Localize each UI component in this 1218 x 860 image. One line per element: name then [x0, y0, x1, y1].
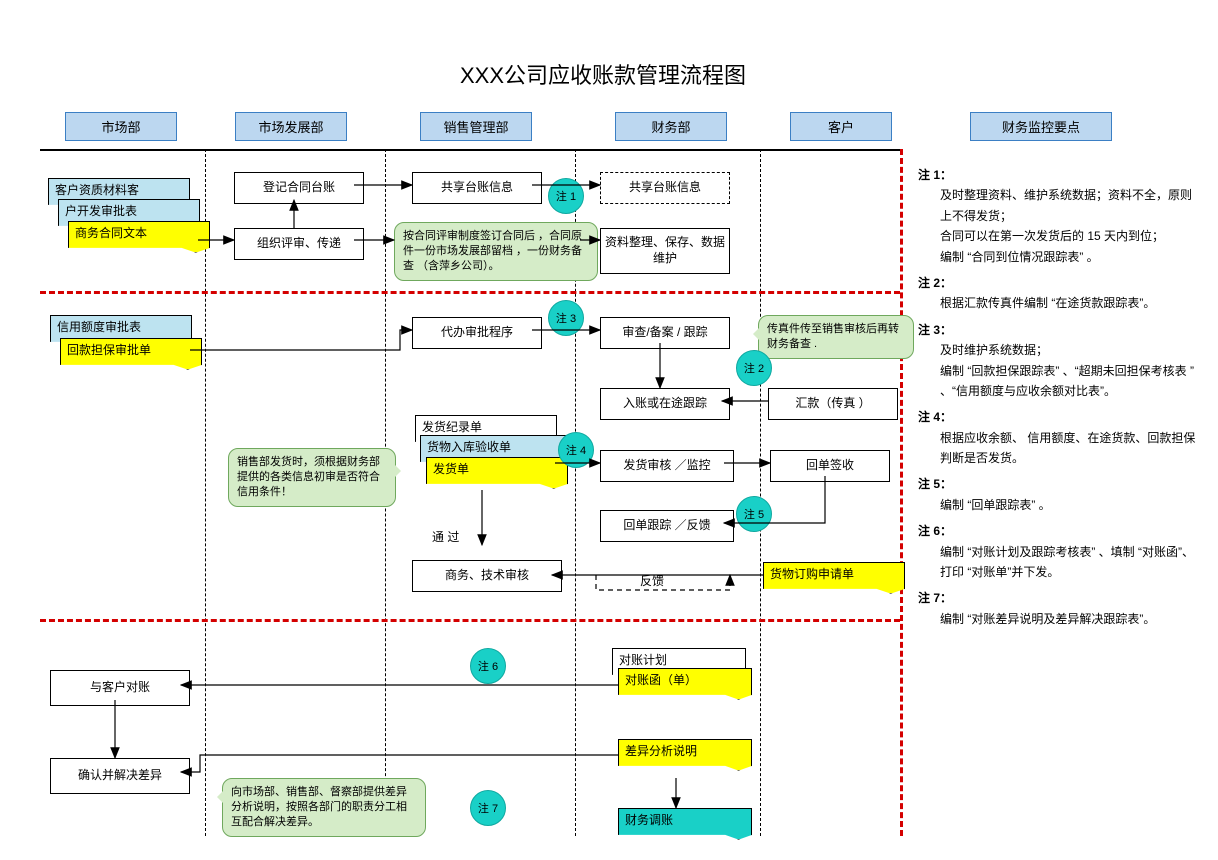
box-b9: 汇款（传真 ） — [768, 388, 898, 420]
note-hd-5: 注 6： — [918, 521, 1198, 541]
note-hd-1: 注 2： — [918, 273, 1198, 293]
note-body-0: 及时整理资料、维护系统数据；资料不全，原则上不得发货；合同可以在第一次发货后的 … — [918, 185, 1198, 267]
flowchart-canvas: XXX公司应收账款管理流程图市场部 市场发展部 销售管理部 财务部 客户 财务监控要点登记… — [0, 0, 1218, 860]
edge-6 — [190, 330, 412, 350]
box-b5: 资料整理、保存、数据维护 — [600, 228, 730, 274]
red-h-1 — [40, 619, 900, 622]
notes-column: 注 1：及时整理资料、维护系统数据；资料不全，原则上不得发货；合同可以在第一次发… — [918, 165, 1198, 635]
doc-d12: 差异分析说明 — [618, 739, 752, 771]
note-hd-3: 注 4： — [918, 407, 1198, 427]
callout-c2: 传真件传至销售审核后再转财务备查 . — [758, 315, 914, 359]
badge-n3: 注 3 — [548, 300, 584, 336]
swim-header-h3: 销售管理部 — [420, 112, 532, 141]
doc-d8: 发货单 — [426, 457, 568, 489]
lane-sep-0 — [205, 149, 206, 836]
box-b14: 与客户对账 — [50, 670, 190, 706]
note-hd-2: 注 3： — [918, 320, 1198, 340]
note-body-3: 根据应收余额、 信用额度、在途货款、回款担保判断是否发货。 — [918, 428, 1198, 469]
doc-d9: 货物订购申请单 — [763, 562, 905, 594]
callout-c3: 销售部发货时，须根据财务部提供的各类信息初审是否符合信用条件！ — [228, 448, 396, 507]
note-body-2: 及时维护系统数据；编制 “回款担保跟踪表” 、“超期未回担保考核表 ” 、“信用… — [918, 340, 1198, 401]
callout-c4: 向市场部、销售部、督察部提供差异分析说明，按照各部门的职责分工相互配合解决差异。 — [222, 778, 426, 837]
doc-d5: 回款担保审批单 — [60, 338, 202, 370]
badge-n1: 注 1 — [548, 178, 584, 214]
box-b3: 共享台账信息 — [600, 172, 730, 204]
note-body-6: 编制 “对账差异说明及差异解决跟踪表”。 — [918, 609, 1198, 629]
box-b1: 登记合同台账 — [234, 172, 364, 204]
box-b4: 组织评审、传递 — [234, 228, 364, 260]
box-b2: 共享台账信息 — [412, 172, 542, 204]
edge-18 — [181, 755, 618, 772]
box-b15: 确认并解决差异 — [50, 758, 190, 794]
box-b6: 代办审批程序 — [412, 317, 542, 349]
note-hd-6: 注 7： — [918, 588, 1198, 608]
note-body-5: 编制 “对账计划及跟踪考核表” 、填制 “对账函”、打印 “对账单”并下发。 — [918, 542, 1198, 583]
badge-n7: 注 7 — [470, 790, 506, 826]
header-rule — [40, 149, 900, 151]
box-b10: 发货审核 ／监控 — [600, 450, 734, 482]
text-t2: 反馈 — [640, 572, 664, 589]
swim-header-h5: 客户 — [790, 112, 892, 141]
swim-header-h4: 财务部 — [615, 112, 727, 141]
swim-header-h6: 财务监控要点 — [970, 112, 1112, 141]
note-body-4: 编制 “回单跟踪表” 。 — [918, 495, 1198, 515]
doc-d3: 商务合同文本 — [68, 221, 210, 253]
badge-n5: 注 5 — [736, 496, 772, 532]
swim-header-h2: 市场发展部 — [235, 112, 347, 141]
lane-sep-3 — [760, 149, 761, 836]
badge-n2: 注 2 — [736, 350, 772, 386]
box-b11: 回单签收 — [770, 450, 890, 482]
box-b7: 审查/备案 / 跟踪 — [600, 317, 730, 349]
box-b12: 回单跟踪 ／反馈 — [600, 510, 734, 542]
diagram-title: XXX公司应收账款管理流程图 — [460, 58, 746, 90]
note-hd-0: 注 1： — [918, 165, 1198, 185]
box-b8: 入账或在途跟踪 — [600, 388, 730, 420]
red-h-0 — [40, 291, 900, 294]
box-b13: 商务、技术审核 — [412, 560, 562, 592]
note-body-1: 根据汇款传真件编制 “在途货款跟踪表”。 — [918, 293, 1198, 313]
note-hd-4: 注 5： — [918, 474, 1198, 494]
callout-c1: 按合同评审制度签订合同后 ，合同原件一份市场发展部留档 ，一份财务备查 （含萍乡… — [394, 222, 598, 281]
badge-n6: 注 6 — [470, 648, 506, 684]
swim-header-h1: 市场部 — [65, 112, 177, 141]
text-t1: 通 过 — [432, 528, 459, 545]
badge-n4: 注 4 — [558, 432, 594, 468]
doc-d13: 财务调账 — [618, 808, 752, 840]
red-vertical — [900, 149, 903, 836]
doc-d11: 对账函（单） — [618, 668, 752, 700]
